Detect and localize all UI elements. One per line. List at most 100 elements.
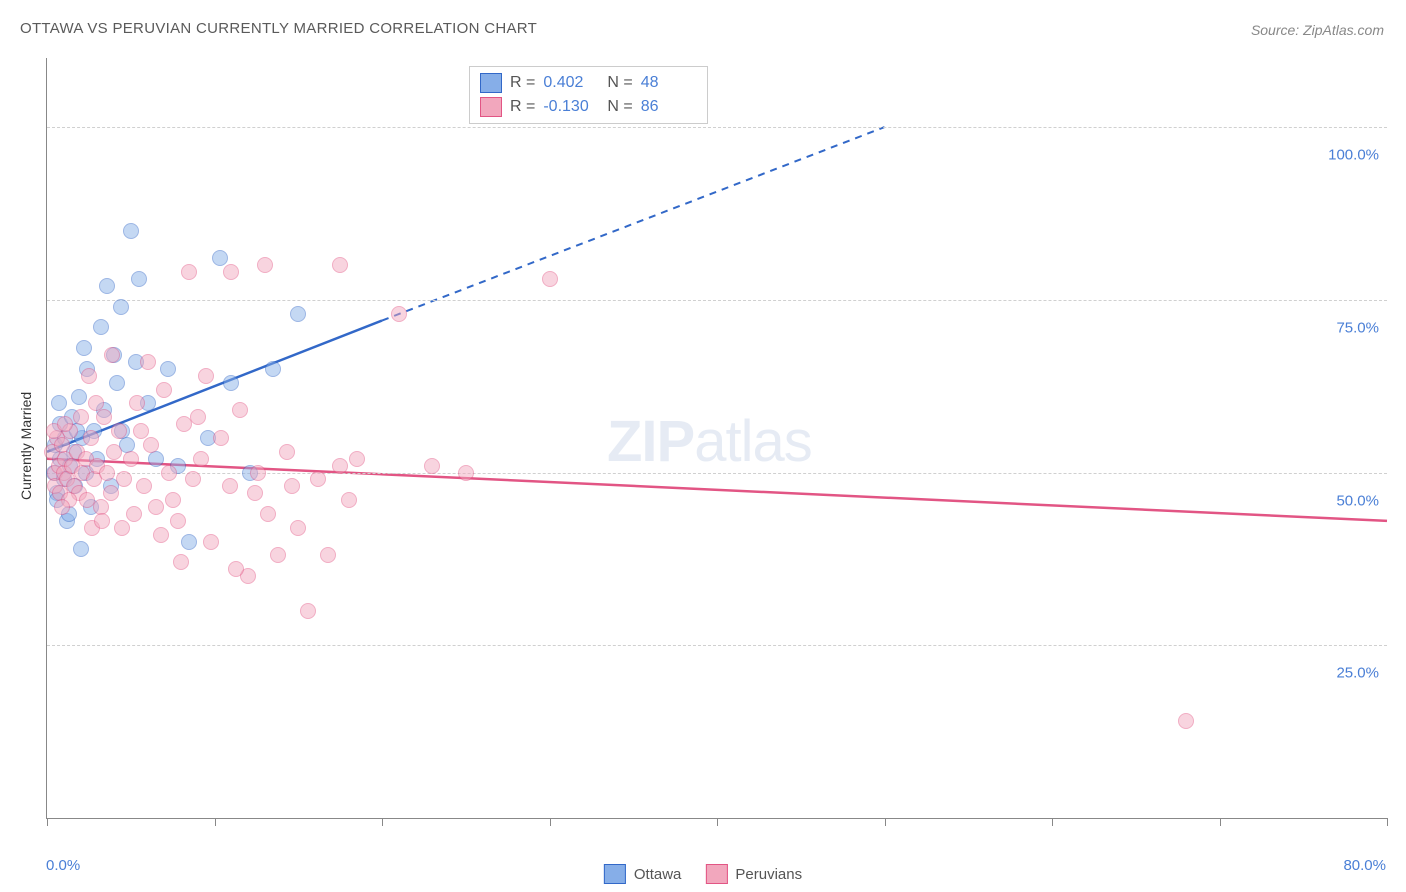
data-point [73, 541, 89, 557]
data-point [153, 527, 169, 543]
legend-label: Ottawa [634, 866, 682, 883]
data-point [265, 361, 281, 377]
data-point [88, 395, 104, 411]
data-point [99, 278, 115, 294]
correlation-legend: R = 0.402 N = 48 R = -0.130 N = 86 [469, 66, 708, 124]
data-point [160, 361, 176, 377]
data-point [96, 409, 112, 425]
data-point [222, 478, 238, 494]
data-point [103, 485, 119, 501]
data-point [228, 561, 244, 577]
data-point [136, 478, 152, 494]
legend-item: Ottawa [604, 864, 682, 884]
data-point [57, 416, 73, 432]
data-point [223, 375, 239, 391]
y-tick-label: 50.0% [1336, 492, 1379, 509]
x-tick [550, 818, 551, 826]
trend-lines-layer [47, 58, 1387, 818]
data-point [185, 471, 201, 487]
x-tick [215, 818, 216, 826]
data-point [391, 306, 407, 322]
r-value: -0.130 [543, 98, 599, 116]
legend-swatch [604, 864, 626, 884]
legend-swatch [480, 73, 502, 93]
data-point [193, 451, 209, 467]
data-point [51, 395, 67, 411]
data-point [83, 430, 99, 446]
data-point [341, 492, 357, 508]
data-point [203, 534, 219, 550]
n-label: N = [607, 74, 632, 92]
data-point [94, 513, 110, 529]
data-point [129, 395, 145, 411]
data-point [290, 520, 306, 536]
legend-label: Peruvians [735, 866, 802, 883]
data-point [213, 430, 229, 446]
x-tick [382, 818, 383, 826]
data-point [284, 478, 300, 494]
data-point [76, 340, 92, 356]
data-point [104, 347, 120, 363]
x-tick [47, 818, 48, 826]
r-label: R = [510, 98, 535, 116]
data-point [458, 465, 474, 481]
x-tick [1387, 818, 1388, 826]
y-tick-label: 100.0% [1328, 147, 1379, 164]
data-point [81, 368, 97, 384]
data-point [1178, 713, 1194, 729]
data-point [198, 368, 214, 384]
x-tick [717, 818, 718, 826]
n-label: N = [607, 98, 632, 116]
data-point [73, 409, 89, 425]
x-max-label: 80.0% [1343, 857, 1386, 874]
data-point [131, 271, 147, 287]
data-point [173, 554, 189, 570]
legend-row: R = 0.402 N = 48 [480, 71, 697, 95]
data-point [93, 319, 109, 335]
x-tick [885, 818, 886, 826]
data-point [250, 465, 266, 481]
source-attribution: Source: ZipAtlas.com [1251, 22, 1384, 38]
data-point [143, 437, 159, 453]
legend-swatch [480, 97, 502, 117]
legend-item: Peruvians [705, 864, 802, 884]
chart-title: OTTAWA VS PERUVIAN CURRENTLY MARRIED COR… [20, 20, 537, 37]
r-label: R = [510, 74, 535, 92]
data-point [181, 264, 197, 280]
data-point [109, 375, 125, 391]
x-tick [1220, 818, 1221, 826]
r-value: 0.402 [543, 74, 599, 92]
gridline [47, 645, 1387, 646]
data-point [123, 451, 139, 467]
data-point [424, 458, 440, 474]
data-point [310, 471, 326, 487]
series-legend: Ottawa Peruvians [604, 864, 802, 884]
data-point [111, 423, 127, 439]
data-point [161, 465, 177, 481]
data-point [542, 271, 558, 287]
gridline [47, 127, 1387, 128]
x-min-label: 0.0% [46, 857, 80, 874]
data-point [123, 223, 139, 239]
data-point [114, 520, 130, 536]
data-point [170, 513, 186, 529]
data-point [106, 444, 122, 460]
data-point [257, 257, 273, 273]
data-point [148, 451, 164, 467]
data-point [99, 465, 115, 481]
data-point [279, 444, 295, 460]
data-point [212, 250, 228, 266]
data-point [148, 499, 164, 515]
data-point [71, 389, 87, 405]
n-value: 48 [641, 74, 697, 92]
data-point [116, 471, 132, 487]
n-value: 86 [641, 98, 697, 116]
data-point [290, 306, 306, 322]
y-tick-label: 25.0% [1336, 665, 1379, 682]
scatter-plot: ZIPatlas R =0.402N =48R =-0.130N =86 25.… [46, 58, 1387, 819]
data-point [232, 402, 248, 418]
data-point [133, 423, 149, 439]
data-point [54, 499, 70, 515]
x-tick [1052, 818, 1053, 826]
y-axis-label: Currently Married [18, 392, 34, 500]
